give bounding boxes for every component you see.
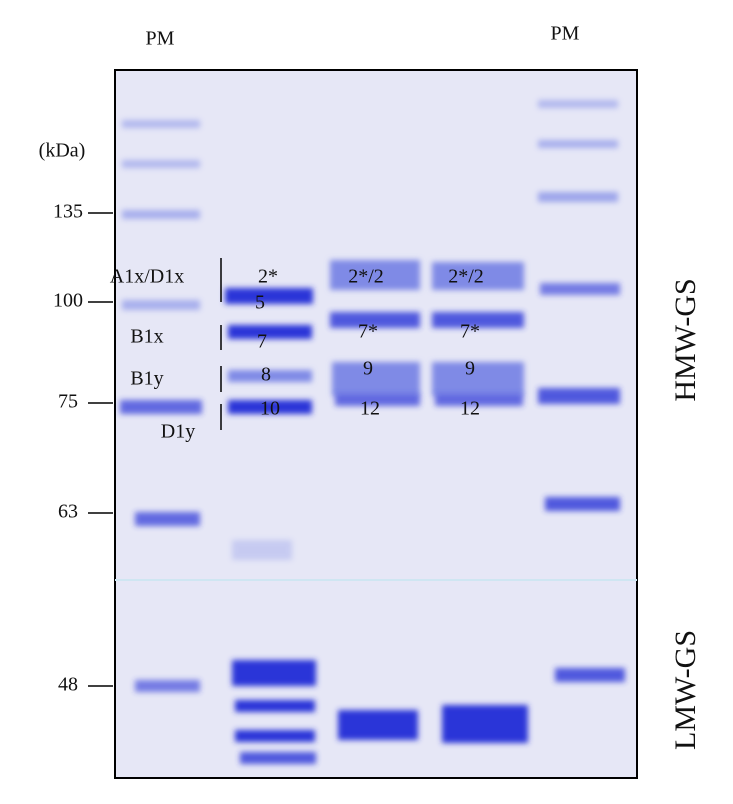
lane-label: PM bbox=[146, 28, 175, 50]
gel-bands bbox=[120, 100, 625, 764]
band-label: 12 bbox=[360, 398, 380, 420]
band-label: 7 bbox=[257, 331, 267, 353]
marker-label: 63 bbox=[58, 501, 78, 523]
band-label: 2*/2 bbox=[448, 266, 484, 288]
marker-label: 135 bbox=[53, 201, 83, 223]
locus-label: B1y bbox=[130, 368, 163, 390]
marker-unit: (kDa) bbox=[39, 140, 86, 162]
band-label: 5 bbox=[255, 292, 265, 314]
band-label: 9 bbox=[465, 358, 475, 380]
marker-label: 100 bbox=[53, 290, 83, 312]
lane-label: PM bbox=[551, 23, 580, 45]
band-label: 12 bbox=[460, 398, 480, 420]
gel bbox=[114, 69, 638, 779]
band-label: 7* bbox=[358, 321, 378, 343]
marker-label: 48 bbox=[58, 674, 78, 696]
band-label: 7* bbox=[460, 321, 480, 343]
region-label: HMW-GS bbox=[669, 278, 702, 401]
region-label: LMW-GS bbox=[669, 630, 702, 750]
band-label: 2* bbox=[258, 266, 278, 288]
locus-label: B1x bbox=[130, 326, 163, 348]
marker-label: 75 bbox=[58, 391, 78, 413]
band-label: 9 bbox=[363, 358, 373, 380]
band-label: 10 bbox=[260, 398, 280, 420]
locus-label: A1x/D1x bbox=[110, 266, 184, 288]
band-label: 8 bbox=[261, 364, 271, 386]
band-label: 2*/2 bbox=[348, 266, 384, 288]
locus-label: D1y bbox=[161, 421, 195, 443]
marker-ticks bbox=[88, 212, 113, 687]
